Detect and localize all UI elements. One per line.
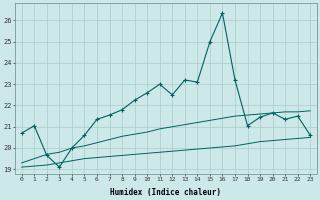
X-axis label: Humidex (Indice chaleur): Humidex (Indice chaleur) [110, 188, 221, 197]
